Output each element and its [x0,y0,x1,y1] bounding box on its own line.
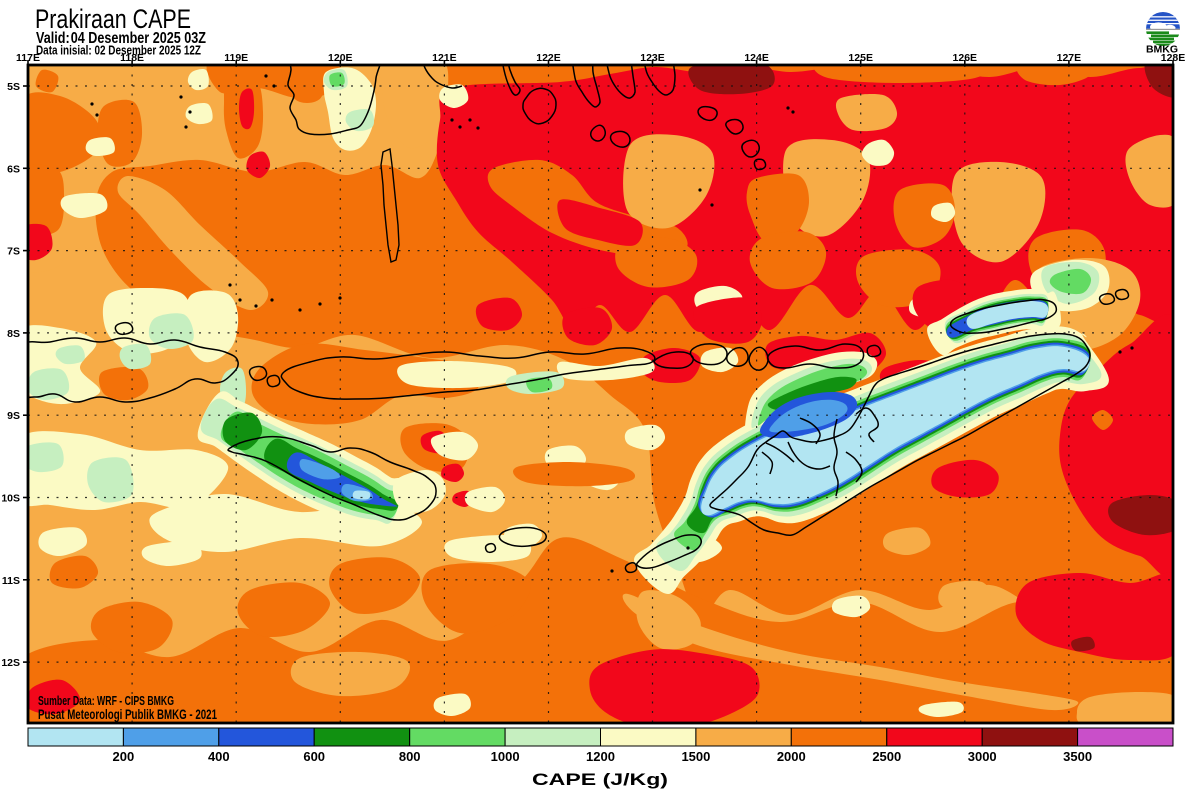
svg-text:7S: 7S [7,246,20,258]
svg-text:1200: 1200 [586,749,615,764]
svg-text:2000: 2000 [777,749,806,764]
svg-text:123E: 123E [640,52,665,64]
svg-text:600: 600 [303,749,325,764]
svg-text:121E: 121E [432,52,457,64]
svg-text:Valid: 04 Desember 2025 03Z: Valid: 04 Desember 2025 03Z [36,30,206,47]
svg-text:Prakiraan CAPE: Prakiraan CAPE [35,4,191,34]
svg-text:11S: 11S [2,575,20,587]
svg-text:1000: 1000 [491,749,520,764]
svg-text:5S: 5S [7,81,20,93]
svg-text:127E: 127E [1057,52,1082,64]
svg-text:122E: 122E [536,52,561,64]
svg-text:12S: 12S [1,657,20,669]
svg-text:Pusat Meteorologi Publik BMKG: Pusat Meteorologi Publik BMKG - 2021 [38,706,217,722]
svg-text:120E: 120E [328,52,353,64]
svg-text:125E: 125E [848,52,873,64]
svg-text:3500: 3500 [1063,749,1092,764]
svg-text:117E: 117E [16,52,40,64]
svg-text:3000: 3000 [968,749,997,764]
svg-text:1500: 1500 [681,749,710,764]
svg-text:BMKG: BMKG [1146,44,1178,56]
svg-text:119E: 119E [224,52,248,64]
svg-text:118E: 118E [120,52,144,64]
svg-text:10S: 10S [1,493,20,505]
svg-text:800: 800 [399,749,421,764]
svg-text:200: 200 [113,749,135,764]
svg-text:Sumber Data: WRF - CIPS BMKG: Sumber Data: WRF - CIPS BMKG [38,694,174,708]
svg-text:2500: 2500 [872,749,901,764]
svg-text:126E: 126E [953,52,978,64]
svg-text:8S: 8S [7,328,20,340]
svg-text:400: 400 [208,749,230,764]
svg-text:6S: 6S [7,163,20,175]
svg-text:124E: 124E [744,52,769,64]
svg-text:CAPE (J/Kg): CAPE (J/Kg) [532,770,668,789]
svg-text:Data inisial: 02 Desember 2025: Data inisial: 02 Desember 2025 12Z [36,44,201,58]
svg-text:9S: 9S [7,410,20,422]
svg-text:128E: 128E [1161,52,1186,64]
